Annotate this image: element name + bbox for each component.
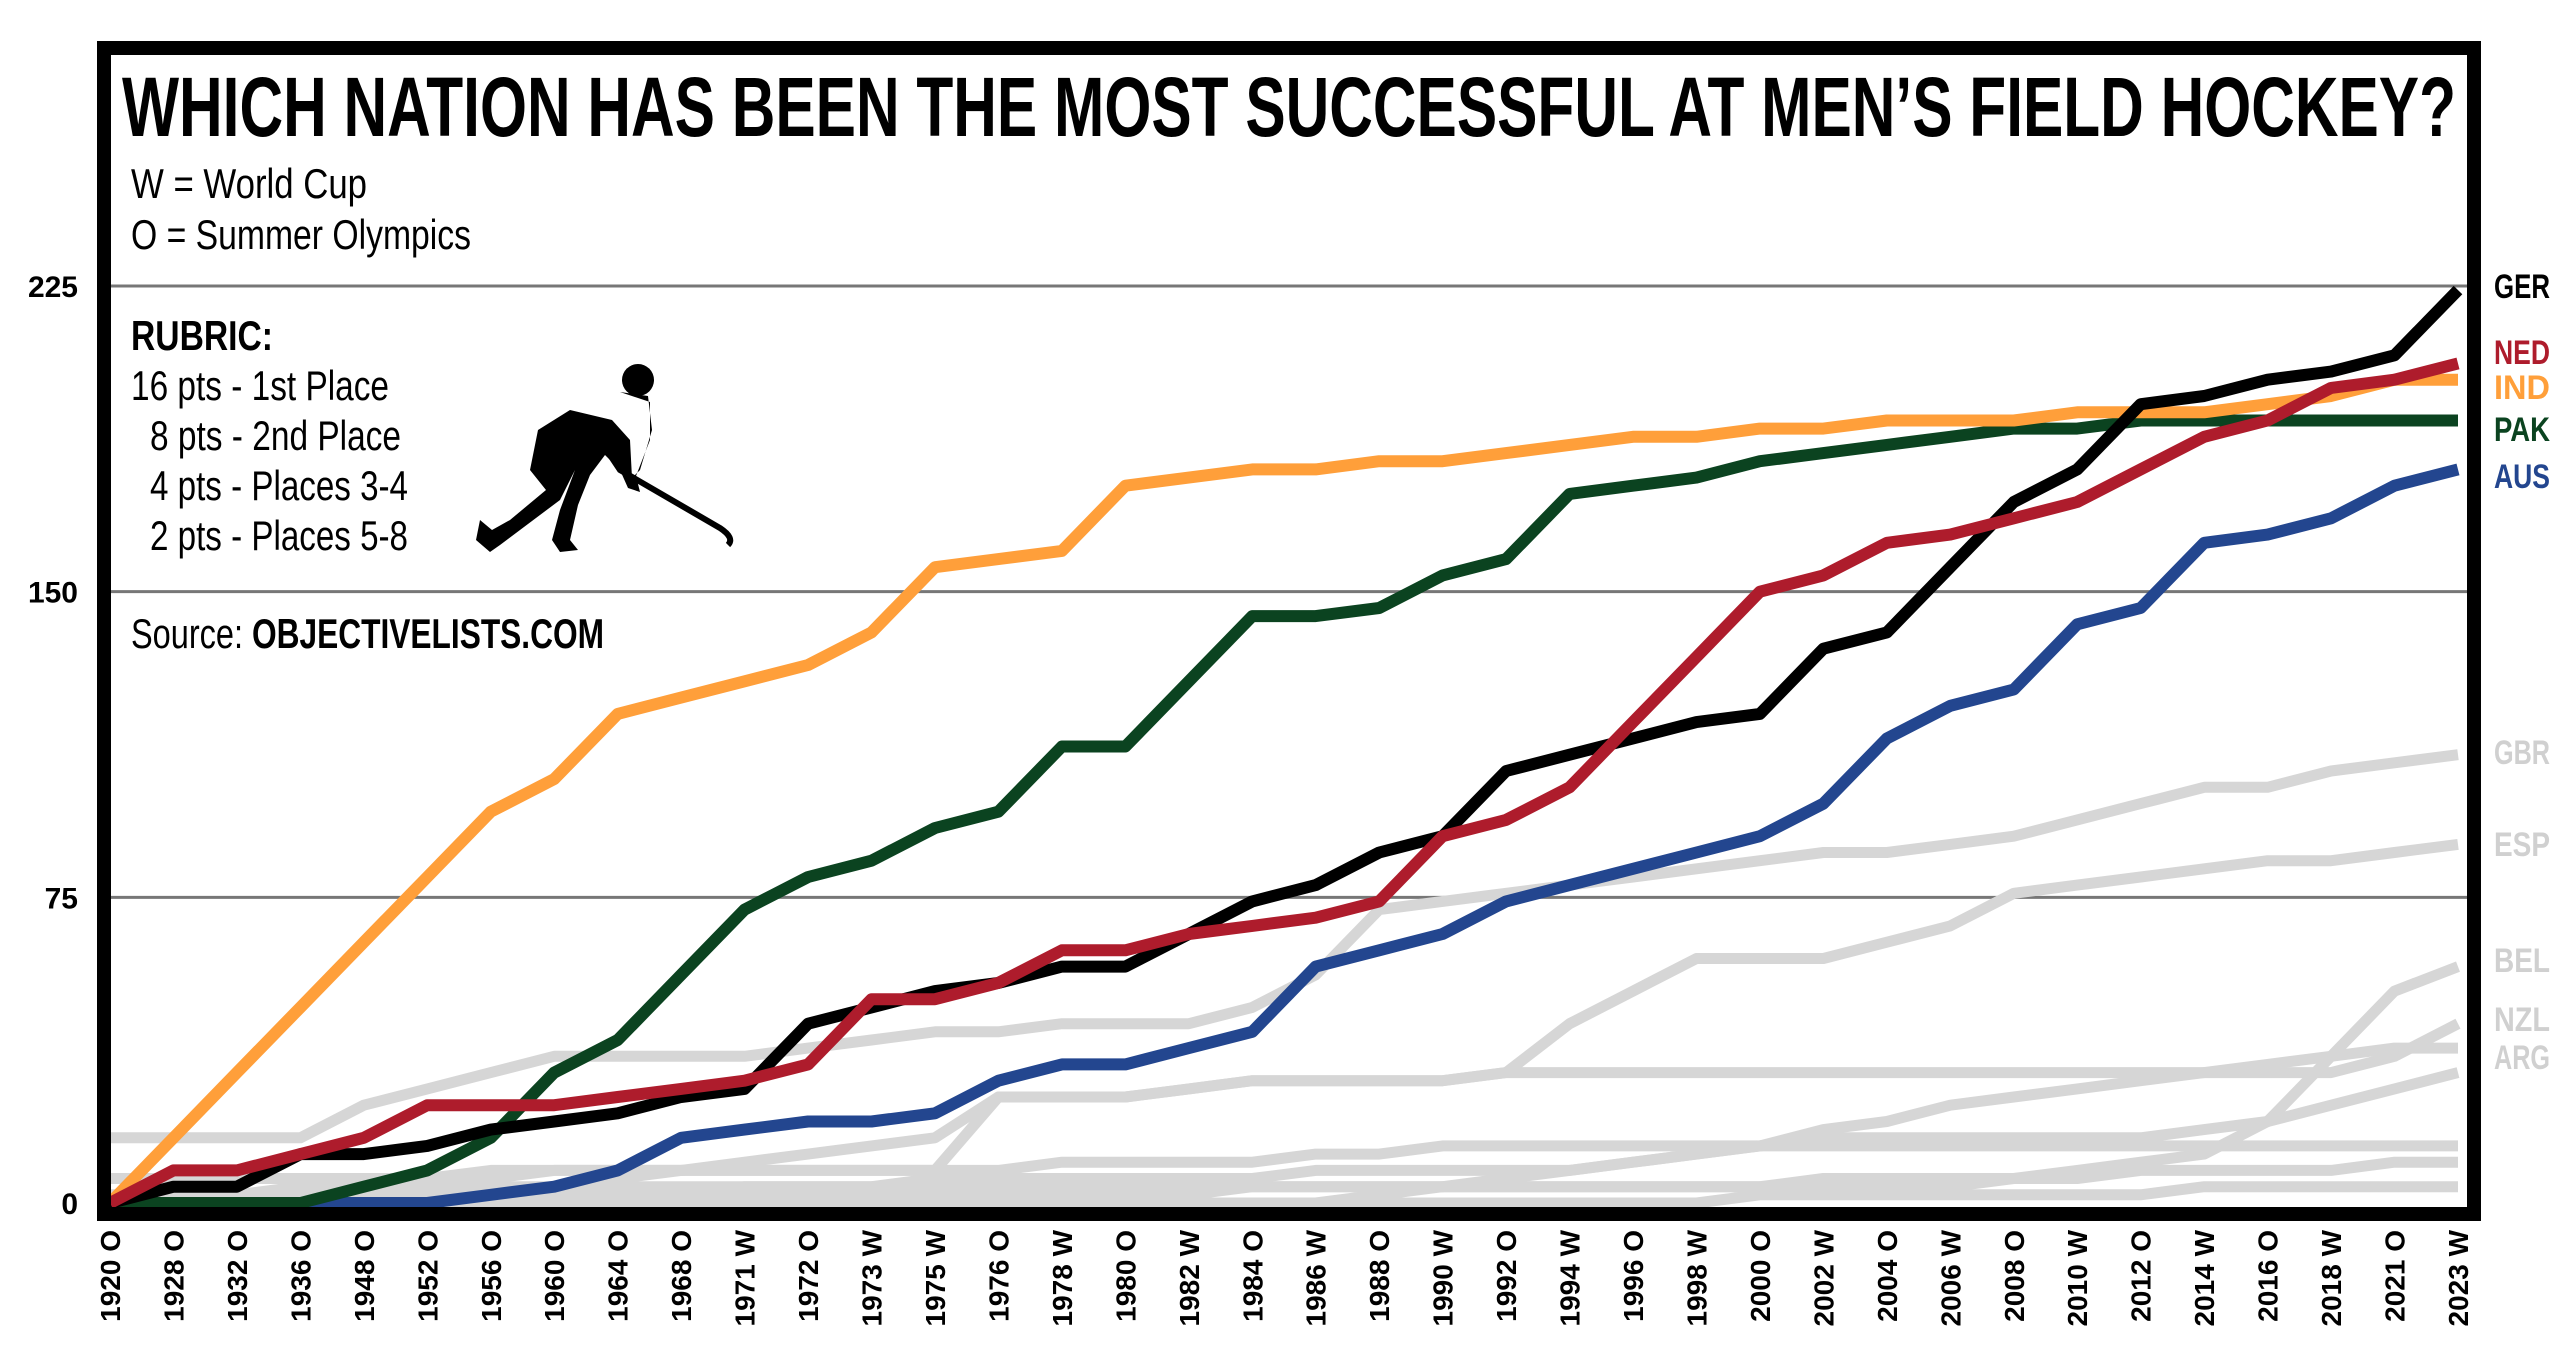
x-tick-label: 1980 O — [1110, 1230, 1141, 1322]
x-tick-label: 1976 O — [983, 1230, 1014, 1322]
series-line-esp — [109, 838, 2459, 1209]
x-axis-ticks: 1920 O 1928 O 1932 O 1936 O 1948 O 1952 O 1956… — [95, 1229, 2474, 1326]
rubric-heading: RUBRIC: — [131, 312, 273, 359]
x-tick-label: 2004 O — [1872, 1230, 1903, 1322]
x-tick-label: 1920 O — [95, 1230, 126, 1322]
series-line-ind — [105, 373, 2458, 1208]
x-tick-label: 1932 O — [222, 1230, 253, 1322]
x-tick-label: 1982 W — [1174, 1229, 1205, 1326]
source-label: Source: — [131, 610, 243, 657]
series-label-nzl: NZL — [2494, 1001, 2550, 1039]
x-tick-label: 2023 W — [2443, 1229, 2474, 1326]
series-label-ned: NED — [2494, 334, 2550, 372]
series-lines — [105, 285, 2463, 1209]
series-label-arg: ARG — [2494, 1039, 2550, 1077]
x-tick-label: 1956 O — [476, 1230, 507, 1322]
x-tick-label: 2021 O — [2380, 1230, 2411, 1322]
x-tick-label: 1971 W — [730, 1229, 761, 1326]
x-tick-label: 1968 O — [666, 1230, 697, 1322]
x-tick-label: 1988 O — [1364, 1230, 1395, 1322]
x-tick-label: 1964 O — [603, 1230, 634, 1322]
rubric-line: 4 pts - Places 3-4 — [150, 462, 408, 509]
rubric-line: 16 pts - 1st Place — [131, 362, 389, 409]
series-label-bel: BEL — [2494, 942, 2550, 980]
hockey-player-icon — [476, 364, 734, 552]
series-line-other — [110, 1067, 2460, 1209]
x-tick-label: 1975 W — [920, 1229, 951, 1326]
x-tick-label: 1992 O — [1491, 1230, 1522, 1322]
legend-note-olympics: O = Summer Olympics — [131, 211, 471, 258]
plot-frame — [97, 41, 2481, 1221]
y-tick-label: 225 — [28, 271, 78, 304]
x-tick-label: 1998 W — [1681, 1229, 1712, 1326]
x-tick-label: 2006 W — [1935, 1229, 1966, 1326]
x-tick-label: 1984 O — [1237, 1230, 1268, 1322]
rubric-line: 8 pts - 2nd Place — [150, 412, 401, 459]
x-tick-label: 2000 O — [1745, 1230, 1776, 1322]
source-link[interactable]: OBJECTIVELISTS.COM — [252, 610, 604, 657]
x-tick-label: 1952 O — [412, 1230, 443, 1322]
x-tick-label: 1936 O — [285, 1230, 316, 1322]
series-label-ger: GER — [2494, 268, 2550, 306]
series-line-other — [110, 1140, 2458, 1184]
x-tick-label: 2002 W — [1808, 1229, 1839, 1326]
x-tick-label: 1978 W — [1047, 1229, 1078, 1326]
x-tick-label: 1996 O — [1618, 1230, 1649, 1322]
y-tick-label: 75 — [45, 882, 78, 915]
series-label-pak: PAK — [2494, 411, 2550, 449]
series-label-ind: IND — [2494, 369, 2550, 407]
x-tick-label: 2014 W — [2189, 1229, 2220, 1326]
y-tick-label: 0 — [61, 1188, 78, 1221]
x-tick-label: 1960 O — [539, 1230, 570, 1322]
x-tick-label: 2016 O — [2253, 1230, 2284, 1322]
x-tick-label: 1973 W — [857, 1229, 888, 1326]
x-tick-label: 1948 O — [349, 1230, 380, 1322]
y-tick-label: 150 — [28, 577, 78, 610]
x-tick-label: 1986 W — [1301, 1229, 1332, 1326]
x-tick-label: 1928 O — [158, 1230, 189, 1322]
series-line-ned — [107, 357, 2460, 1209]
x-tick-label: 2018 W — [2316, 1229, 2347, 1326]
series-line-bel — [110, 961, 2460, 1201]
x-tick-label: 1972 O — [793, 1230, 824, 1322]
x-tick-label: 2012 O — [2126, 1230, 2157, 1322]
x-tick-label: 2010 W — [2062, 1229, 2093, 1326]
x-tick-label: 1994 W — [1555, 1229, 1586, 1326]
x-tick-label: 2008 O — [1999, 1230, 2030, 1322]
chart-title: WHICH NATION HAS BEEN THE MOST SUCCESSFU… — [122, 60, 2456, 154]
series-label-gbr: GBR — [2494, 734, 2550, 772]
series-label-esp: ESP — [2494, 826, 2550, 864]
series-label-aus: AUS — [2494, 458, 2550, 496]
legend-note-world-cup: W = World Cup — [131, 160, 367, 207]
series-line-ger — [108, 285, 2463, 1209]
y-axis-ticks: 0 75 150 225 — [28, 271, 78, 1221]
x-tick-label: 1990 W — [1428, 1229, 1459, 1326]
rubric-line: 2 pts - Places 5-8 — [150, 512, 408, 559]
series-line-aus — [110, 463, 2460, 1209]
